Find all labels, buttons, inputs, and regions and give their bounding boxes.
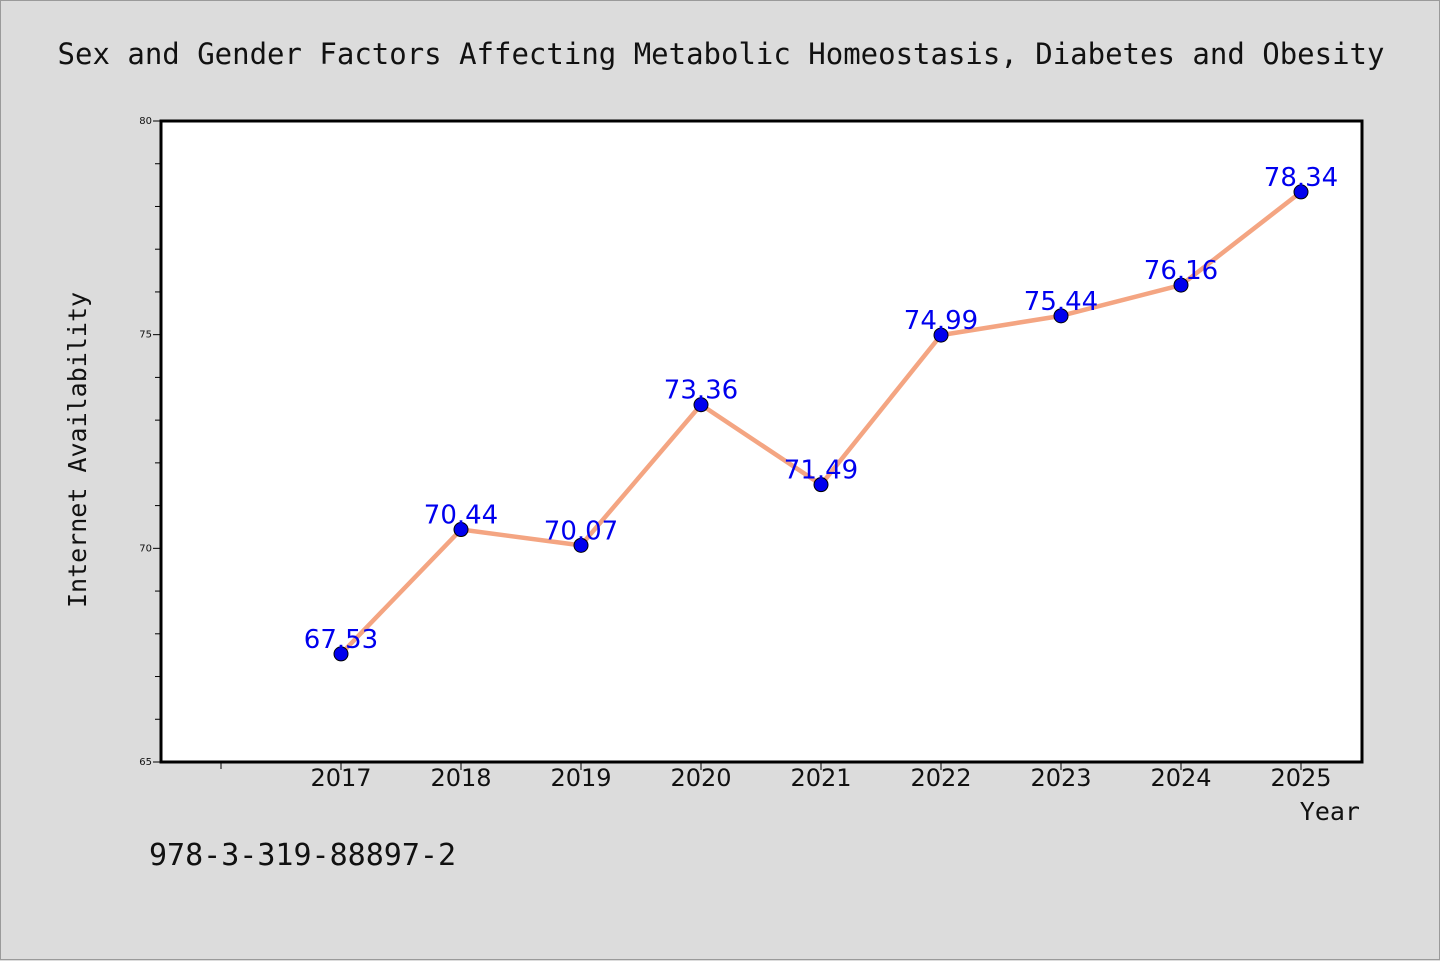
- x-tick-label: 2018: [430, 764, 491, 792]
- data-label: 70.07: [544, 516, 618, 546]
- x-tick-label: 2017: [310, 764, 371, 792]
- x-tick-label: 2022: [910, 764, 971, 792]
- data-point: [693, 397, 709, 413]
- x-axis-label: Year: [1300, 797, 1360, 826]
- x-tick-label: 2025: [1270, 764, 1331, 792]
- isbn-text: 978-3-319-88897-2: [149, 838, 456, 873]
- data-label: 74.99: [904, 306, 978, 336]
- plot-area: [159, 119, 1364, 764]
- y-axis: 65 70 75 80: [139, 116, 161, 768]
- data-point: [333, 646, 349, 662]
- y-tick-label: 70: [139, 543, 152, 554]
- data-label: 75.44: [1024, 287, 1098, 317]
- data-point: [1173, 277, 1189, 293]
- chart-title: Sex and Gender Factors Affecting Metabol…: [58, 37, 1385, 71]
- data-point: [453, 522, 469, 538]
- y-tick-label: 75: [139, 330, 152, 341]
- data-point: [573, 537, 589, 553]
- y-tick-label: 65: [139, 757, 152, 768]
- data-point: [933, 327, 949, 343]
- series-group: 67.53 70.44 70.07 73.36 71.49 74.99 75.44 76.16…: [304, 163, 1338, 662]
- x-tick-label: 2019: [550, 764, 611, 792]
- x-tick-label: 2020: [670, 764, 731, 792]
- data-point: [1293, 184, 1309, 200]
- data-label: 70.44: [424, 501, 498, 531]
- data-label: 76.16: [1144, 256, 1218, 286]
- x-tick-label: 2023: [1030, 764, 1091, 792]
- data-label: 67.53: [304, 625, 378, 655]
- x-tick-label: 2024: [1150, 764, 1211, 792]
- y-axis-label: Internet Availability: [63, 292, 92, 608]
- x-tick-label: 2021: [790, 764, 851, 792]
- data-point: [1053, 308, 1069, 324]
- data-label: 71.49: [784, 456, 858, 486]
- x-axis: 2017 2018 2019 2020 2021 2022 2023 2024 2025: [220, 762, 1332, 792]
- data-label: 78.34: [1264, 163, 1338, 193]
- y-tick-label: 80: [139, 116, 152, 127]
- data-point: [813, 477, 829, 493]
- data-label: 73.36: [664, 376, 738, 406]
